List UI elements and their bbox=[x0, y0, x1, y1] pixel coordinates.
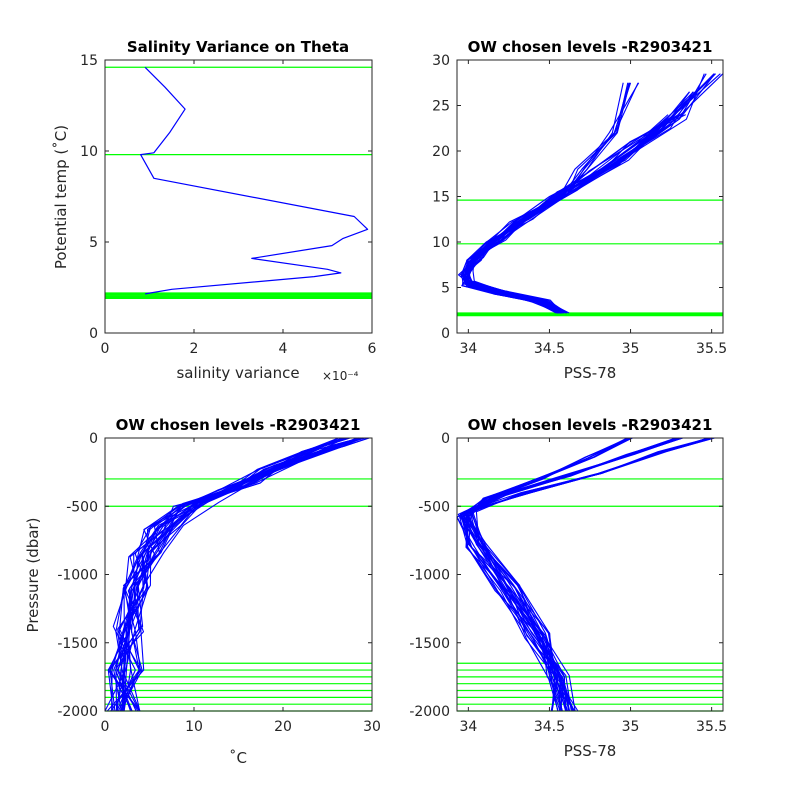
x-tick-label: 35 bbox=[622, 341, 640, 357]
x-axis-label: PSS-78 bbox=[564, 742, 617, 760]
x-tick-label: 34 bbox=[459, 341, 477, 357]
x-tick-label: 2 bbox=[190, 341, 199, 357]
y-tick-label: 30 bbox=[432, 53, 450, 69]
y-tick-label: -500 bbox=[418, 499, 450, 515]
y-tick-label: 25 bbox=[432, 99, 450, 115]
profile-line bbox=[468, 91, 690, 314]
profile-line bbox=[465, 437, 633, 712]
y-tick-label: 10 bbox=[80, 144, 98, 160]
y-tick-label: 15 bbox=[432, 190, 450, 206]
y-tick-label: -1000 bbox=[57, 568, 98, 584]
axes-box bbox=[104, 59, 373, 334]
y-tick-label: -1000 bbox=[409, 568, 450, 584]
panel-title: OW chosen levels -R2903421 bbox=[468, 38, 713, 56]
y-tick-label: -2000 bbox=[409, 704, 450, 720]
y-tick-label: -1500 bbox=[57, 636, 98, 652]
x-tick-label: 34 bbox=[459, 719, 477, 735]
y-tick-label: 10 bbox=[432, 235, 450, 251]
x-tick-label: 10 bbox=[185, 719, 203, 735]
y-tick-label: 20 bbox=[432, 144, 450, 160]
x-axis-label: PSS-78 bbox=[564, 364, 617, 382]
panel-title: OW chosen levels -R2903421 bbox=[116, 416, 361, 434]
plot-area: 0 2 4 6 0 5 10 15 bbox=[80, 53, 376, 357]
y-tick-label: 0 bbox=[441, 326, 450, 342]
profile-line bbox=[115, 437, 360, 712]
x-axis-label: salinity variance bbox=[176, 364, 299, 382]
panel-pressure-salinity: OW chosen levels -R2903421 34 34.5 35 35.5 -… bbox=[409, 416, 727, 760]
y-tick-label: 5 bbox=[441, 281, 450, 297]
profile-line bbox=[461, 114, 675, 314]
plot-area: 34 34.5 35 35.5 -2000 -1500 -1000 -500 0 bbox=[409, 431, 727, 735]
y-tick-label: 5 bbox=[89, 235, 98, 251]
x-tick-label: 30 bbox=[363, 719, 381, 735]
y-tick-label: 0 bbox=[441, 431, 450, 447]
x-axis-label: ˚C bbox=[229, 749, 247, 767]
y-axis-label: Pressure (dbar) bbox=[24, 518, 42, 633]
x-tick-label: 6 bbox=[368, 341, 377, 357]
x-tick-label: 0 bbox=[101, 719, 110, 735]
y-tick-label: -500 bbox=[66, 499, 98, 515]
profile-line bbox=[464, 437, 709, 712]
x-tick-label: 35.5 bbox=[696, 341, 727, 357]
y-tick-label: -2000 bbox=[57, 704, 98, 720]
profile-line bbox=[117, 437, 365, 712]
x-tick-label: 34.5 bbox=[534, 719, 565, 735]
y-tick-label: 0 bbox=[89, 326, 98, 342]
x-tick-label: 0 bbox=[101, 341, 110, 357]
x-tick-label: 20 bbox=[274, 719, 292, 735]
profile-line bbox=[460, 437, 676, 712]
x-tick-label: 35.5 bbox=[696, 719, 727, 735]
profile-line bbox=[117, 437, 346, 712]
x-tick-label: 4 bbox=[279, 341, 288, 357]
x-tick-label: 34.5 bbox=[534, 341, 565, 357]
panel-pressure-temperature: OW chosen levels -R2903421 0 10 20 30 -2000 -… bbox=[24, 416, 381, 767]
y-axis-label: Potential temp (˚C) bbox=[52, 125, 70, 269]
profile-line bbox=[107, 437, 344, 712]
panel-title: Salinity Variance on Theta bbox=[127, 38, 349, 56]
panel-theta-salinity: OW chosen levels -R2903421 34 34.5 35 35.5 0… bbox=[432, 38, 727, 382]
panel-title: OW chosen levels -R2903421 bbox=[468, 416, 713, 434]
panel-salinity-variance: Salinity Variance on Theta 0 2 4 6 0 5 10 15 sa… bbox=[52, 38, 377, 383]
profile-line bbox=[140, 66, 369, 295]
y-tick-label: 0 bbox=[89, 431, 98, 447]
profile-line bbox=[119, 437, 339, 712]
profile-line bbox=[107, 437, 365, 712]
y-tick-label: -1500 bbox=[409, 636, 450, 652]
x-axis-exponent: ×10⁻⁴ bbox=[322, 369, 359, 383]
y-tick-label: 15 bbox=[80, 53, 98, 69]
x-tick-label: 35 bbox=[622, 719, 640, 735]
plot-area: 0 10 20 30 -2000 -1500 -1000 -500 0 bbox=[57, 431, 381, 735]
plot-area: 34 34.5 35 35.5 0 5 10 15 20 25 30 bbox=[432, 53, 727, 357]
